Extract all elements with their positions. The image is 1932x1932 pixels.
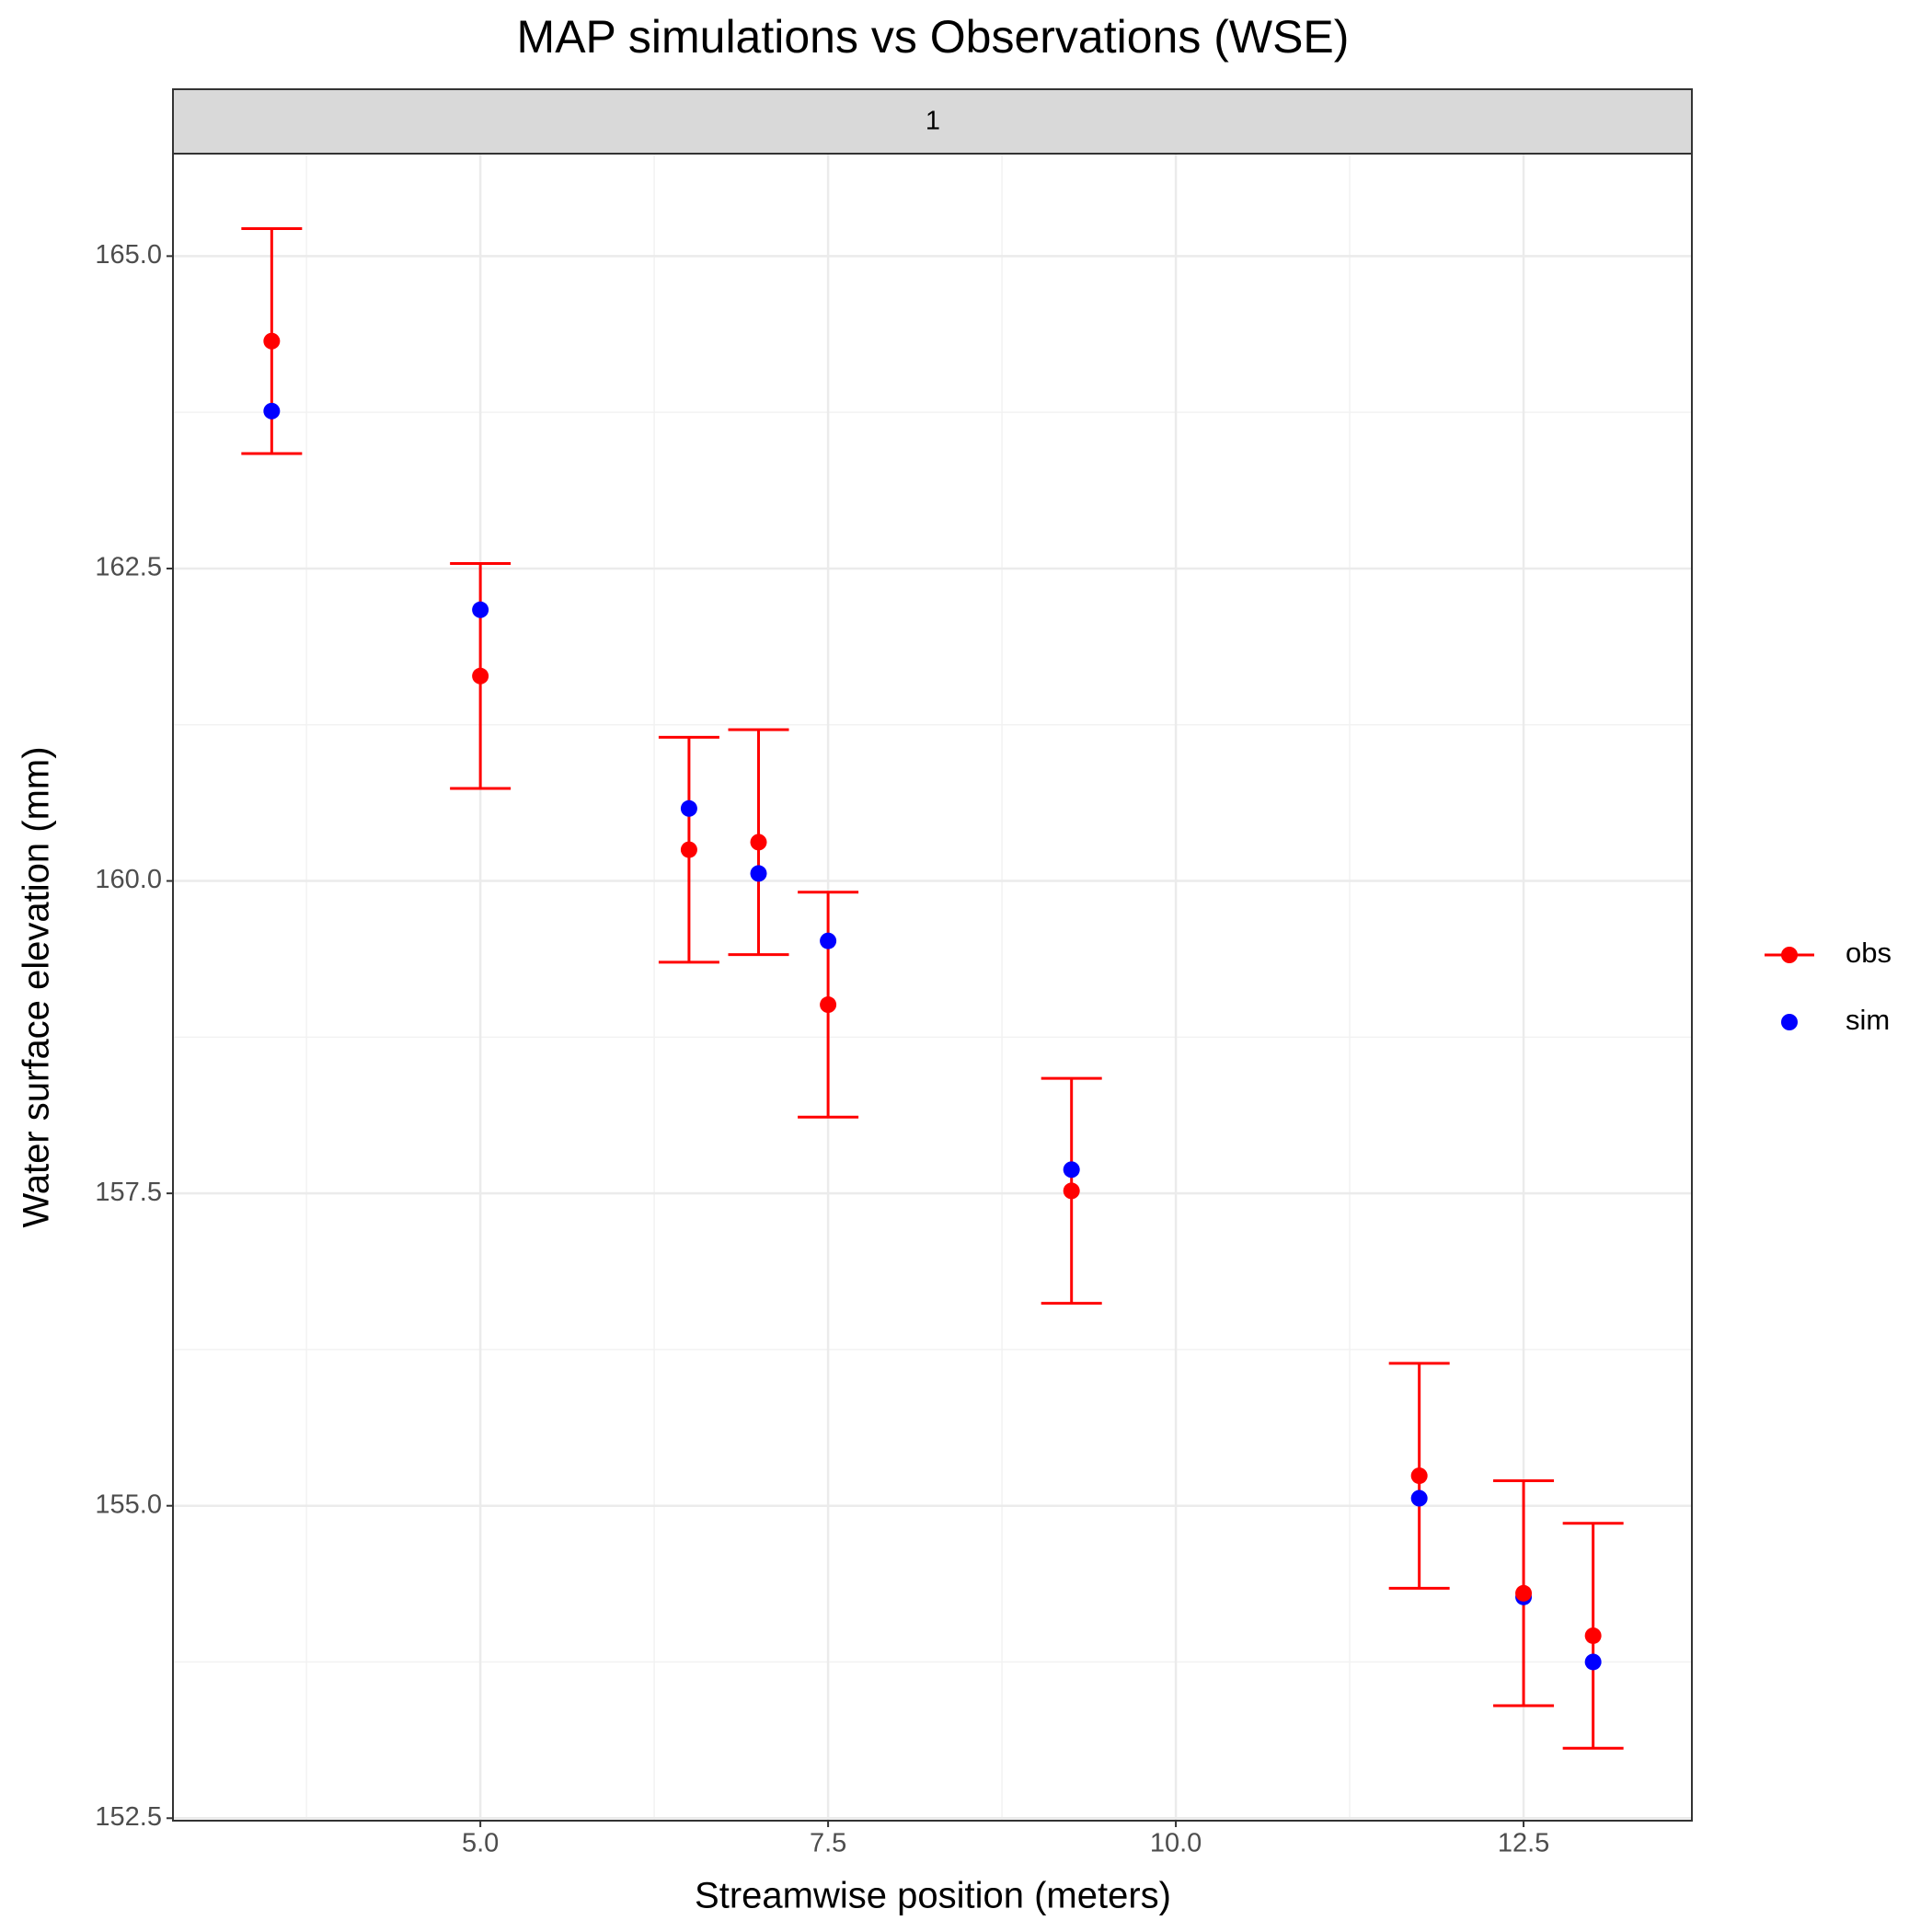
point	[680, 799, 697, 817]
legend-marker	[1781, 1014, 1798, 1030]
point	[820, 996, 837, 1014]
chart-title: MAP simulations vs Observations (WSE)	[517, 11, 1350, 63]
legend-label: sim	[1846, 1004, 1890, 1036]
legend-marker	[1781, 947, 1798, 963]
x-tick-label: 7.5	[810, 1829, 846, 1858]
y-tick-label: 155.0	[95, 1489, 162, 1519]
point	[680, 841, 697, 858]
y-tick-label: 162.5	[95, 553, 162, 582]
point	[750, 834, 767, 851]
point	[263, 332, 281, 350]
plot-panel	[173, 154, 1692, 1821]
y-tick-label: 165.0	[95, 240, 162, 270]
y-tick-label: 157.5	[95, 1178, 162, 1207]
facet-label: 1	[926, 107, 940, 136]
x-tick-label: 10.0	[1150, 1829, 1202, 1858]
point	[1584, 1653, 1602, 1671]
point	[1063, 1161, 1080, 1179]
point	[1410, 1467, 1428, 1485]
y-axis-title: Water surface elevation (mm)	[17, 746, 57, 1227]
x-tick-label: 12.5	[1498, 1829, 1549, 1858]
point	[263, 402, 281, 420]
facet-strip	[172, 88, 1693, 155]
point	[750, 865, 767, 882]
point	[1584, 1627, 1602, 1644]
x-axis-title: Streamwise position (meters)	[695, 1876, 1171, 1916]
point	[472, 667, 489, 684]
point	[820, 932, 837, 949]
legend-label: obs	[1846, 937, 1892, 969]
y-tick-label: 160.0	[95, 865, 162, 894]
x-tick-label: 5.0	[462, 1829, 499, 1858]
point	[472, 601, 489, 618]
point	[1410, 1489, 1428, 1507]
y-tick-label: 152.5	[95, 1802, 162, 1832]
panel-border	[172, 153, 1693, 1822]
point	[1515, 1584, 1533, 1602]
point	[1063, 1182, 1080, 1200]
